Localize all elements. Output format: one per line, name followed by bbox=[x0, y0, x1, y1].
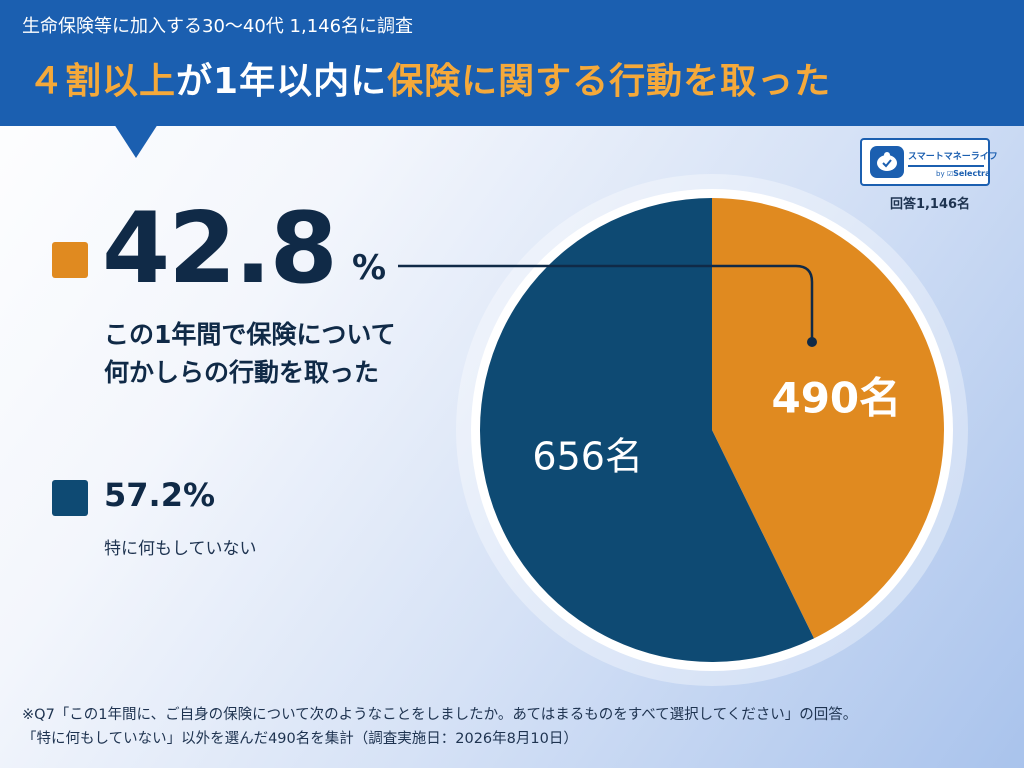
footnote-line2: 「特に何もしていない」以外を選んだ490名を集計（調査実施日：2026年8月10… bbox=[22, 731, 578, 747]
piggy-bank-icon bbox=[870, 146, 904, 178]
callout-connector bbox=[398, 264, 814, 342]
footnote-line1: ※Q7「この1年間に、ご自身の保険について次のようなことをしましたか。あてはまる… bbox=[22, 707, 858, 723]
pie-slice-2 bbox=[480, 198, 814, 662]
brand-logo: スマートマネーライフ by ☑Selectra bbox=[860, 138, 998, 186]
pie-slice-label-2: 656名 bbox=[532, 434, 643, 478]
action-description-line1: この1年間で保険について bbox=[104, 320, 396, 349]
title-highlight-action: 保険に関する行動を取った bbox=[387, 61, 832, 102]
no-action-percent: 57.2% bbox=[104, 476, 216, 514]
footnote: ※Q7「この1年間に、ご自身の保険について次のようなことをしましたか。あてはまる… bbox=[22, 703, 857, 751]
pie-slice-label-1: 490名 bbox=[771, 374, 901, 423]
logo-by-word: by bbox=[936, 170, 945, 178]
logo-brand: Selectra bbox=[953, 169, 991, 178]
logo-byline: by ☑Selectra bbox=[936, 169, 990, 178]
page-title: ４割以上が1年以内に保険に関する行動を取った bbox=[28, 52, 831, 104]
respondent-count: 回答1,146名 bbox=[889, 197, 971, 212]
action-description-line2: 何かしらの行動を取った bbox=[104, 358, 380, 387]
action-percent-sign: % bbox=[352, 248, 387, 288]
title-middle: が1年以内に bbox=[176, 61, 388, 102]
callout-dot bbox=[807, 337, 817, 347]
legend-swatch-no-action bbox=[52, 480, 88, 516]
pie-slice-1 bbox=[712, 198, 945, 639]
action-percent: 42.8 bbox=[102, 192, 338, 306]
header-banner: 生命保険等に加入する30〜40代 1,146名に調査 ４割以上が1年以内に保険に… bbox=[0, 0, 1024, 126]
check-icon: ☑ bbox=[946, 170, 954, 178]
logo-text: スマートマネーライフ bbox=[908, 152, 998, 162]
logo-divider bbox=[908, 165, 984, 167]
no-action-description: 特に何もしていない bbox=[104, 539, 257, 559]
title-highlight-ratio: ４割以上 bbox=[28, 61, 177, 102]
action-description: この1年間で保険について 何かしらの行動を取った bbox=[104, 316, 396, 392]
header-pointer bbox=[114, 124, 158, 158]
legend-swatch-action bbox=[52, 242, 88, 278]
survey-subtitle: 生命保険等に加入する30〜40代 1,146名に調査 bbox=[22, 16, 414, 37]
